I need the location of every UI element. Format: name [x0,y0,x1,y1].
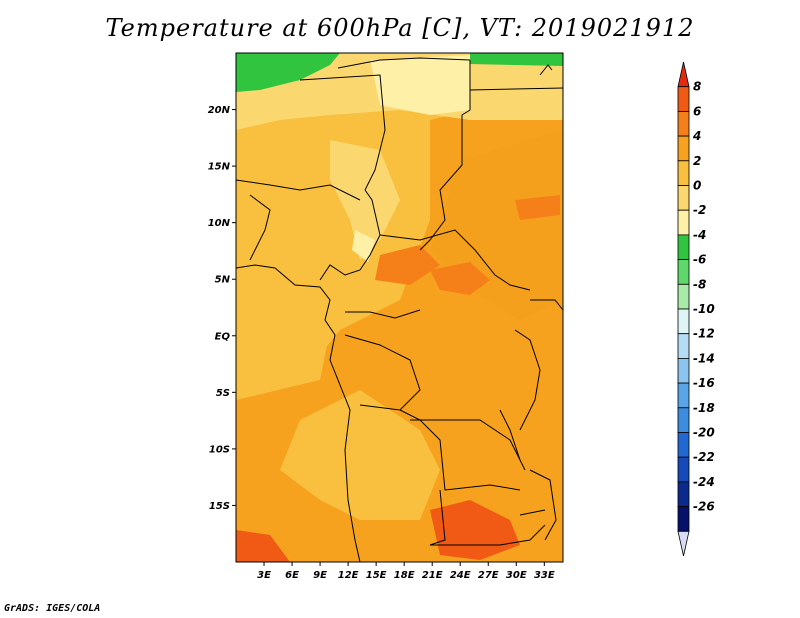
colorbar-label: 6 [693,104,701,118]
lat-tick-label: 5N [215,275,231,286]
colorbar-swatch [677,234,690,260]
colorbar-label: -22 [693,450,715,464]
lon-tick-label: 3E [257,570,271,581]
colorbar-swatch [677,333,690,359]
lat-tick-label: EQ [215,331,231,342]
map-frame [235,52,564,563]
lat-tick-label: 20N [208,105,231,116]
colorbar-label: 8 [693,80,701,94]
field-mild-south [280,390,440,520]
lon-tick-label: 24E [450,570,471,581]
grads-credit: GrADS: IGES/COLA [4,603,101,614]
colorbar-label: -4 [693,228,706,242]
colorbar-swatch [677,481,690,507]
colorbar-label: -8 [693,277,706,291]
lon-tick-label: 15E [366,570,387,581]
colorbar-label: -18 [693,401,715,415]
colorbar-label: -24 [693,475,715,489]
colorbar-swatch [677,506,690,532]
field-hot-spot-1 [375,245,440,285]
colorbar-label: -10 [693,302,715,316]
field-cold-green [236,53,340,92]
colorbar-label: -12 [693,327,715,341]
lon-tick-label: 33E [534,570,555,581]
colorbar-swatch [677,111,690,137]
colorbar-label: -20 [693,426,715,440]
lon-tick-label: 6E [285,570,299,581]
map-title: Temperature at 600hPa [C], VT: 201902191… [105,14,695,42]
colorbar-swatch [677,185,690,211]
colorbar-label: 4 [692,129,701,143]
colorbar-swatch [677,432,690,458]
colorbar-swatch [677,357,690,384]
lat-tick-label: 10S [209,444,230,455]
colorbar-swatch [677,530,690,557]
colorbar-swatch [677,61,690,88]
lat-tick-label: 15N [208,162,231,173]
temperature-field [236,53,563,562]
colorbar-swatch [677,456,690,483]
colorbar-swatch [677,308,690,335]
colorbar-label: -16 [693,376,715,390]
lon-tick-label: 21E [422,570,443,581]
lat-tick-label: 5S [216,388,230,399]
lon-tick-label: 30E [506,570,527,581]
colorbar-swatch [677,160,690,186]
lon-tick-label: 27E [478,570,499,581]
country-borders [236,57,563,562]
lat-axis: 20N 15N 10N 5N EQ 5S 10S 15S [208,105,236,512]
colorbar-label: -14 [693,351,715,365]
lat-tick-label: 10N [208,218,231,229]
colorbar-swatch [677,209,690,236]
colorbar-swatch [677,407,690,433]
colorbar-swatch [677,86,690,112]
colorbar-label: 0 [693,179,701,193]
colorbar-swatch [677,135,690,162]
colorbar-label: -2 [693,203,706,217]
colorbar-swatch [677,259,690,285]
lat-tick-label: 15S [209,501,230,512]
colorbar-label: -6 [693,253,706,267]
colorbar: 8 6 4 2 0 -2 -4 -6 -8 -10 -12 -14 -16 -18 -20 -22 -24 -26 [677,61,715,557]
lon-tick-label: 9E [313,570,327,581]
lon-tick-label: 12E [338,570,359,581]
colorbar-label: -26 [693,500,715,514]
colorbar-swatch [677,382,690,409]
colorbar-label: 2 [693,154,701,168]
lon-tick-label: 18E [394,570,415,581]
lon-axis: 3E 6E 9E 12E 15E 18E 21E 24E 27E 30E 33E [257,562,555,581]
colorbar-swatch [677,283,690,310]
